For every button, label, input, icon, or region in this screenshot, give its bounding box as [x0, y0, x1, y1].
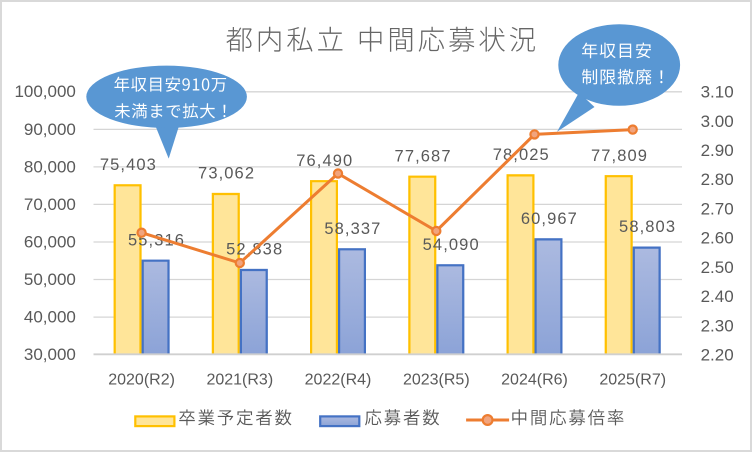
svg-text:78,025: 78,025: [493, 146, 550, 164]
svg-text:2.20: 2.20: [701, 346, 734, 365]
svg-text:60,000: 60,000: [24, 232, 76, 251]
svg-text:77,809: 77,809: [591, 147, 648, 165]
svg-text:2021(R3): 2021(R3): [206, 372, 273, 389]
svg-text:70,000: 70,000: [24, 195, 76, 214]
svg-text:100,000: 100,000: [14, 82, 75, 101]
svg-text:2.60: 2.60: [701, 229, 734, 248]
svg-text:50,000: 50,000: [24, 270, 76, 289]
svg-text:58,803: 58,803: [619, 218, 676, 236]
svg-text:30,000: 30,000: [24, 345, 76, 364]
svg-text:54,090: 54,090: [423, 236, 480, 254]
svg-text:90,000: 90,000: [24, 120, 76, 139]
svg-text:80,000: 80,000: [24, 157, 76, 176]
svg-text:60,967: 60,967: [521, 210, 578, 228]
svg-text:2024(R6): 2024(R6): [501, 372, 568, 389]
svg-text:2020(R2): 2020(R2): [108, 372, 175, 389]
svg-text:76,490: 76,490: [296, 152, 353, 170]
svg-text:55,316: 55,316: [128, 231, 185, 249]
svg-text:58,337: 58,337: [324, 220, 381, 238]
svg-text:3.00: 3.00: [701, 112, 734, 131]
svg-text:2.80: 2.80: [701, 170, 734, 189]
svg-text:2025(R7): 2025(R7): [599, 372, 666, 389]
svg-text:2.40: 2.40: [701, 287, 734, 306]
svg-text:2.90: 2.90: [701, 141, 734, 160]
svg-text:40,000: 40,000: [24, 308, 76, 327]
svg-text:2.70: 2.70: [701, 199, 734, 218]
svg-text:2022(R4): 2022(R4): [305, 372, 372, 389]
svg-text:2023(R5): 2023(R5): [403, 372, 470, 389]
svg-text:2.30: 2.30: [701, 316, 734, 335]
svg-text:73,062: 73,062: [198, 165, 255, 183]
svg-text:2.50: 2.50: [701, 258, 734, 277]
svg-text:77,687: 77,687: [395, 147, 452, 165]
svg-text:75,403: 75,403: [100, 156, 157, 174]
svg-text:3.10: 3.10: [701, 83, 734, 102]
